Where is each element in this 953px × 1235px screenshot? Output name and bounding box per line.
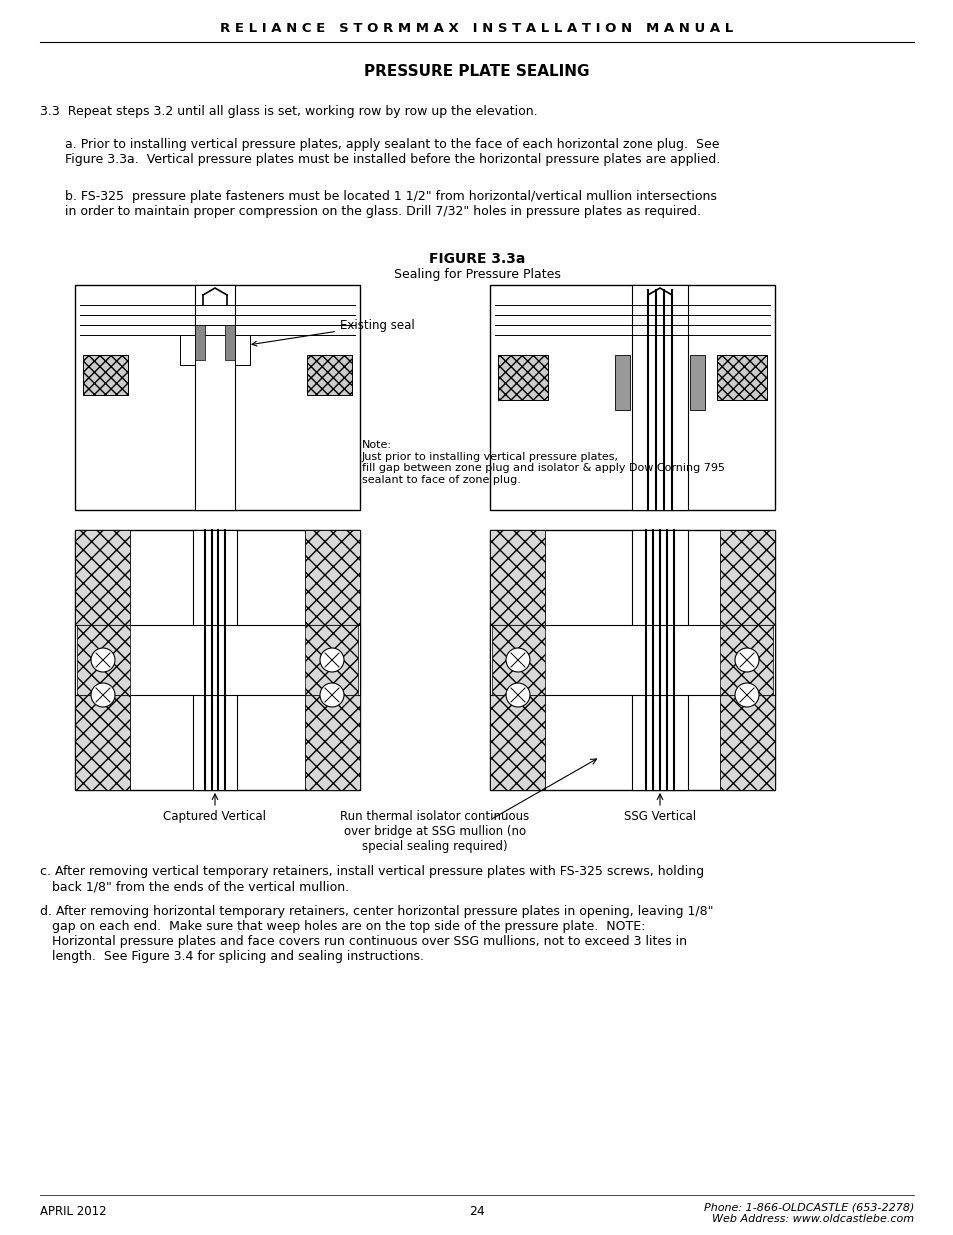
Text: Sealing for Pressure Plates: Sealing for Pressure Plates	[394, 268, 559, 282]
Bar	[75, 530, 359, 790]
Bar	[234, 335, 250, 366]
Bar	[77, 625, 130, 695]
Text: c. After removing vertical temporary retainers, install vertical pressure plates: c. After removing vertical temporary ret…	[40, 864, 703, 893]
Bar	[490, 530, 774, 790]
Bar	[497, 354, 547, 400]
Bar	[631, 285, 687, 510]
Bar	[75, 285, 359, 510]
Circle shape	[505, 648, 530, 672]
Circle shape	[319, 683, 344, 706]
Text: d. After removing horizontal temporary retainers, center horizontal pressure pla: d. After removing horizontal temporary r…	[40, 905, 713, 963]
Text: 3.3  Repeat steps 3.2 until all glass is set, working row by row up the elevatio: 3.3 Repeat steps 3.2 until all glass is …	[40, 105, 537, 119]
Bar	[490, 530, 544, 659]
Bar	[193, 530, 236, 790]
Text: Captured Vertical: Captured Vertical	[163, 810, 266, 823]
Bar	[225, 325, 234, 359]
Text: PRESSURE PLATE SEALING: PRESSURE PLATE SEALING	[364, 64, 589, 79]
Bar	[490, 659, 544, 790]
Bar	[75, 530, 130, 659]
Bar	[194, 285, 234, 510]
Text: b. FS-325  pressure plate fasteners must be located 1 1/2" from horizontal/verti: b. FS-325 pressure plate fasteners must …	[65, 190, 716, 219]
Text: R E L I A N C E   S T O R M M A X   I N S T A L L A T I O N   M A N U A L: R E L I A N C E S T O R M M A X I N S T …	[220, 21, 733, 35]
Bar	[720, 625, 772, 695]
Bar	[75, 625, 359, 695]
Text: Note:
Just prior to installing vertical pressure plates,
fill gap between zone p: Note: Just prior to installing vertical …	[361, 440, 724, 485]
Bar	[490, 285, 774, 510]
Text: Existing seal: Existing seal	[252, 319, 415, 346]
Text: FIGURE 3.3a: FIGURE 3.3a	[428, 252, 525, 266]
Text: Run thermal isolator continuous
over bridge at SSG mullion (no
special sealing r: Run thermal isolator continuous over bri…	[340, 810, 529, 853]
Bar	[490, 625, 774, 695]
Bar	[305, 659, 359, 790]
Text: a. Prior to installing vertical pressure plates, apply sealant to the face of ea: a. Prior to installing vertical pressure…	[65, 138, 720, 165]
Bar	[720, 530, 774, 659]
Bar	[305, 625, 357, 695]
Text: SSG Vertical: SSG Vertical	[623, 810, 696, 823]
Bar	[180, 335, 194, 366]
Circle shape	[319, 648, 344, 672]
Bar	[194, 325, 205, 359]
Text: Phone: 1-866-OLDCASTLE (653-2278)
Web Address: www.oldcastlebe.com: Phone: 1-866-OLDCASTLE (653-2278) Web Ad…	[703, 1202, 913, 1224]
Bar	[631, 530, 687, 790]
Circle shape	[91, 683, 115, 706]
Bar	[717, 354, 766, 400]
Bar	[689, 354, 704, 410]
Bar	[307, 354, 352, 395]
Circle shape	[505, 683, 530, 706]
Text: 24: 24	[469, 1205, 484, 1218]
Circle shape	[734, 648, 759, 672]
Bar	[75, 659, 130, 790]
Bar	[615, 354, 629, 410]
Bar	[83, 354, 128, 395]
Bar	[305, 530, 359, 659]
Bar	[492, 625, 544, 695]
Circle shape	[734, 683, 759, 706]
Circle shape	[91, 648, 115, 672]
Text: APRIL 2012: APRIL 2012	[40, 1205, 107, 1218]
Bar	[720, 659, 774, 790]
